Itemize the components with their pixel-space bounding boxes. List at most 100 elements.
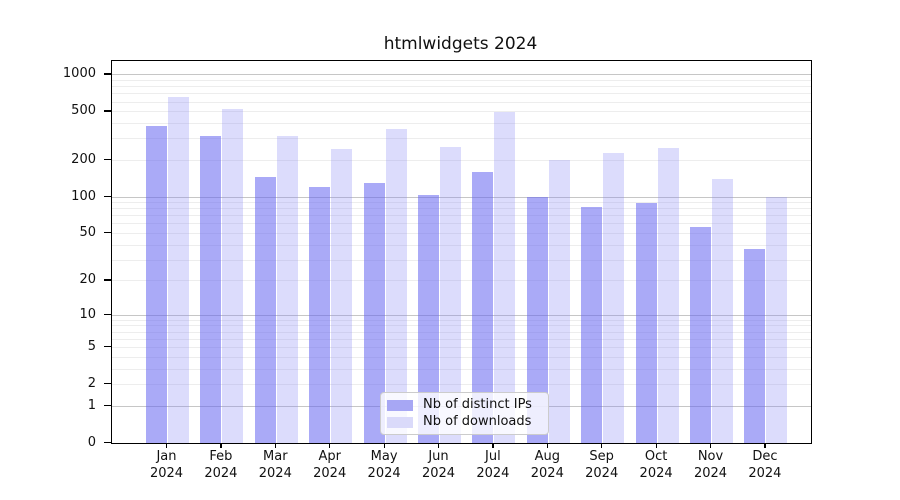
bar-downloads-nov: [712, 179, 733, 443]
x-tick-label-may: May 2024: [367, 449, 401, 481]
y-tick-label-1000: 1000: [62, 66, 96, 82]
minor-gridline-800: [112, 86, 811, 88]
bar-downloads-mar: [276, 135, 298, 443]
bar-ips-oct: [635, 202, 657, 443]
bar-downloads-sep: [603, 153, 625, 443]
bar-downloads-apr: [331, 148, 353, 443]
y-tick-label-500: 500: [71, 103, 96, 119]
minor-gridline-40: [112, 244, 811, 246]
legend-entry-downloads: Nb of downloads: [387, 415, 540, 429]
minor-gridline-30: [112, 259, 811, 261]
bar-ips-jan: [146, 126, 167, 443]
minor-gridline-50: [112, 232, 811, 234]
y-tick-label-2: 2: [87, 375, 96, 391]
x-tick-label-apr: Apr 2024: [313, 449, 347, 481]
x-tick-label-jul: Jul 2024: [476, 449, 510, 481]
y-tick-label-5: 5: [87, 339, 96, 355]
minor-gridline-60: [112, 223, 811, 225]
major-gridline-1000: [112, 74, 811, 76]
bar-downloads-dec: [766, 197, 788, 443]
bar-ips-may: [363, 183, 385, 443]
x-tick-apr: [329, 443, 331, 448]
x-tick-jan: [166, 443, 168, 448]
x-tick-feb: [220, 443, 222, 448]
y-tick-label-200: 200: [71, 151, 96, 167]
x-tick-label-dec: Dec 2024: [748, 449, 782, 481]
x-tick-label-jan: Jan 2024: [149, 449, 184, 481]
x-tick-label-sep: Sep 2024: [585, 449, 619, 481]
y-tick-5: [104, 346, 111, 348]
y-tick-label-1: 1: [87, 397, 96, 413]
bar-downloads-jan: [168, 97, 189, 443]
bar-ips-nov: [690, 226, 711, 443]
minor-gridline-200: [112, 159, 811, 161]
x-tick-may: [383, 443, 385, 448]
legend-swatch-downloads: [387, 416, 413, 428]
x-tick-nov: [710, 443, 712, 448]
bar-ips-jun: [418, 194, 439, 443]
y-tick-label-100: 100: [71, 188, 96, 204]
x-tick-label-feb: Feb 2024: [204, 449, 238, 481]
bar-downloads-aug: [548, 160, 570, 443]
x-tick-sep: [601, 443, 603, 448]
y-tick-label-50: 50: [79, 224, 96, 240]
x-tick-jun: [438, 443, 440, 448]
y-tick-0: [104, 441, 111, 443]
bar-ips-aug: [526, 197, 548, 443]
minor-gridline-6: [112, 338, 811, 340]
bar-ips-apr: [309, 187, 331, 443]
minor-gridline-400: [112, 123, 811, 125]
bar-downloads-feb: [222, 109, 244, 443]
x-tick-dec: [764, 443, 766, 448]
x-tick-aug: [546, 443, 549, 448]
minor-gridline-700: [112, 93, 811, 95]
bar-ips-mar: [254, 177, 276, 443]
minor-gridline-3: [112, 368, 811, 370]
bar-downloads-jul: [494, 112, 516, 443]
plot-area: [111, 60, 812, 444]
minor-gridline-20: [112, 280, 811, 282]
y-tick-500: [104, 110, 111, 112]
legend-label-downloads: Nb of downloads: [423, 414, 532, 429]
minor-gridline-900: [112, 79, 811, 81]
x-tick-label-aug: Aug 2024: [530, 449, 564, 481]
bar-ips-sep: [581, 206, 603, 443]
x-tick-jul: [492, 443, 494, 448]
bar-ips-feb: [200, 135, 222, 443]
x-tick-label-nov: Nov 2024: [693, 449, 728, 481]
bar-ips-jul: [472, 172, 494, 443]
x-tick-oct: [655, 443, 657, 448]
bar-downloads-may: [385, 129, 407, 443]
x-tick-label-jun: Jun 2024: [421, 449, 456, 481]
minor-gridline-300: [112, 138, 811, 140]
minor-gridline-9: [112, 319, 811, 321]
minor-gridline-5: [112, 347, 811, 349]
y-tick-label-20: 20: [79, 272, 96, 288]
bar-ips-dec: [744, 249, 766, 443]
chart-title: htmlwidgets 2024: [383, 34, 538, 54]
y-tick-label-10: 10: [79, 306, 96, 322]
minor-gridline-8: [112, 325, 811, 327]
legend: Nb of distinct IPs Nb of downloads: [380, 392, 549, 435]
legend-entry-distinct-ips: Nb of distinct IPs: [387, 398, 540, 412]
x-tick-label-oct: Oct 2024: [639, 449, 673, 481]
minor-gridline-500: [112, 111, 811, 113]
y-tick-100: [104, 195, 111, 197]
minor-gridline-7: [112, 331, 811, 333]
minor-gridline-90: [112, 202, 811, 204]
minor-gridline-600: [112, 101, 811, 103]
x-tick-mar: [274, 443, 277, 448]
major-gridline-100: [112, 196, 811, 198]
y-tick-20: [104, 279, 111, 281]
y-tick-1: [104, 404, 111, 406]
minor-gridline-70: [112, 215, 811, 217]
y-tick-2: [104, 382, 111, 385]
bar-downloads-jun: [440, 146, 461, 443]
y-tick-1000: [104, 73, 111, 75]
y-tick-50: [104, 231, 111, 234]
legend-label-distinct-ips: Nb of distinct IPs: [423, 397, 532, 412]
y-tick-label-0: 0: [87, 434, 96, 450]
y-tick-200: [104, 158, 111, 161]
x-tick-label-mar: Mar 2024: [258, 449, 292, 481]
